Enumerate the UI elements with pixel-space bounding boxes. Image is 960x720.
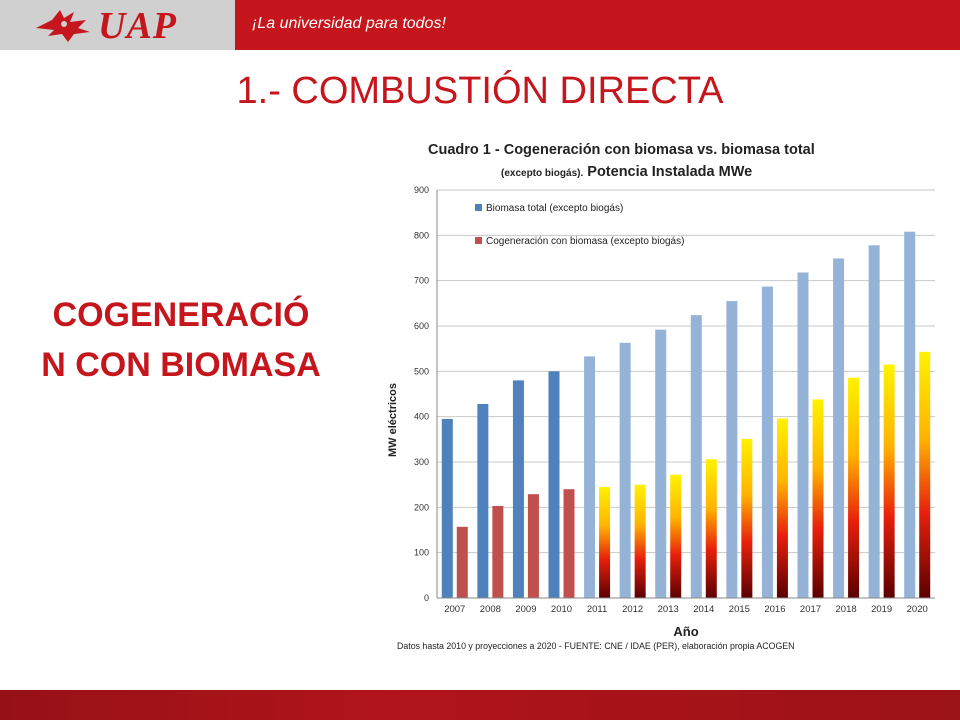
x-tick-label: 2009 <box>515 604 536 615</box>
bar-cogeneracion <box>812 399 824 598</box>
slogan: ¡La universidad para todos! <box>252 15 446 32</box>
x-tick-label: 2015 <box>729 604 750 615</box>
chart-footnote: Datos hasta 2010 y proyecciones a 2020 -… <box>397 641 795 651</box>
x-tick-label: 2013 <box>658 604 679 615</box>
bar-biomasa-total <box>868 245 880 598</box>
bar-cogeneracion <box>492 505 504 598</box>
bottom-bar-shade <box>0 690 960 720</box>
bar-cogeneracion <box>634 484 646 598</box>
x-tick-label: 2019 <box>871 604 892 615</box>
bar-cogeneracion <box>563 489 575 598</box>
legend-swatch <box>475 237 482 244</box>
y-tick-label: 500 <box>414 366 429 376</box>
legend-label: Cogeneración con biomasa (excepto biogás… <box>486 236 684 247</box>
chart-title-main: Potencia Instalada MWe <box>583 164 752 180</box>
bar-biomasa-total <box>477 403 489 598</box>
bar-cogeneracion <box>599 486 611 598</box>
legend-swatch <box>475 204 482 211</box>
x-tick-label: 2016 <box>764 604 785 615</box>
y-tick-label: 700 <box>414 276 429 286</box>
bar-cogeneracion <box>527 494 539 598</box>
x-axis-label: Año <box>673 624 698 639</box>
slide-title: 1.- COMBUSTIÓN DIRECTA <box>236 70 724 112</box>
x-tick-label: 2012 <box>622 604 643 615</box>
bar-biomasa-total <box>833 258 845 598</box>
x-tick-label: 2018 <box>836 604 857 615</box>
x-tick-label: 2010 <box>551 604 572 615</box>
bar-biomasa-total <box>655 329 667 598</box>
logo: UAP <box>0 0 235 50</box>
x-tick-label: 2017 <box>800 604 821 615</box>
bar-cogeneracion <box>776 418 788 598</box>
y-tick-label: 200 <box>414 502 429 512</box>
bar-biomasa-total <box>797 272 809 598</box>
eagle-logo-icon <box>36 10 90 42</box>
side-title-line-2: N CON BIOMASA <box>41 346 321 384</box>
y-tick-label: 300 <box>414 457 429 467</box>
bar-cogeneracion <box>848 377 860 598</box>
chart: Cuadro 1 - Cogeneración con biomasa vs. … <box>375 130 950 660</box>
bottom-bar <box>0 690 960 720</box>
bar-biomasa-total <box>904 231 916 598</box>
x-tick-label: 2014 <box>693 604 714 615</box>
y-tick-label: 400 <box>414 412 429 422</box>
bar-biomasa-total <box>548 371 560 598</box>
side-title-line-1: COGENERACIÓ <box>52 296 310 334</box>
chart-title-small: (excepto biogás). <box>501 168 583 179</box>
chart-svg: Cuadro 1 - Cogeneración con biomasa vs. … <box>387 142 935 651</box>
bar-cogeneracion <box>670 474 682 598</box>
x-tick-label: 2020 <box>907 604 928 615</box>
x-tick-label: 2008 <box>480 604 501 615</box>
bar-biomasa-total <box>690 315 702 598</box>
y-tick-label: 0 <box>424 593 429 603</box>
y-tick-label: 600 <box>414 321 429 331</box>
bar-cogeneracion <box>919 351 931 598</box>
y-tick-label: 800 <box>414 230 429 240</box>
x-tick-label: 2007 <box>444 604 465 615</box>
legend-label: Biomasa total (excepto biogás) <box>486 203 623 214</box>
bar-cogeneracion <box>456 526 468 598</box>
y-tick-label: 100 <box>414 548 429 558</box>
bar-biomasa-total <box>619 342 631 598</box>
bar-biomasa-total <box>761 286 773 598</box>
bar-cogeneracion <box>883 364 895 598</box>
logo-text: UAP <box>98 5 177 47</box>
side-title: COGENERACIÓ N CON BIOMASA <box>0 290 362 390</box>
x-tick-label: 2011 <box>587 604 607 615</box>
bar-biomasa-total <box>584 356 596 598</box>
bar-cogeneracion <box>741 438 753 598</box>
bar-biomasa-total <box>441 418 453 598</box>
bar-biomasa-total <box>726 301 738 598</box>
bar-cogeneracion <box>705 459 717 598</box>
y-tick-label: 900 <box>414 185 429 195</box>
chart-title-line-1: Cuadro 1 - Cogeneración con biomasa vs. … <box>428 142 815 158</box>
bar-biomasa-total <box>512 380 524 598</box>
chart-title-line-2: (excepto biogás). Potencia Instalada MWe <box>501 164 752 180</box>
y-axis-label: MW eléctricos <box>387 383 399 457</box>
